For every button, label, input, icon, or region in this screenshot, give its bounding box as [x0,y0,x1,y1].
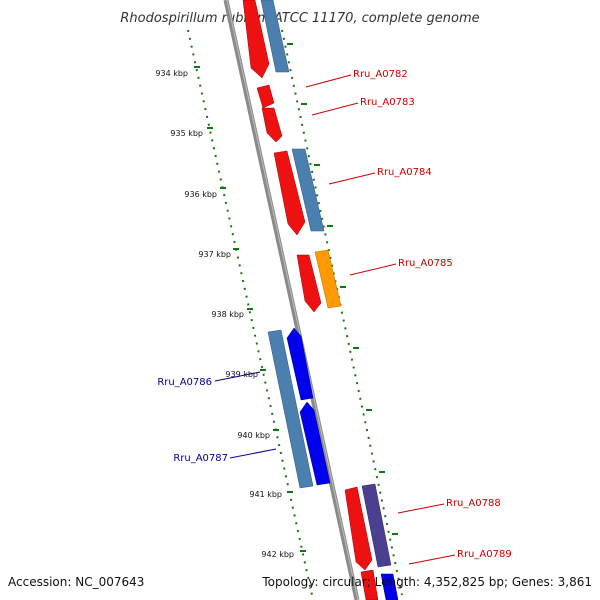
tick-label: 940 kbp [237,431,270,440]
outer-major-ticks [287,43,398,535]
gene-rru-a0789 [360,569,379,600]
genome-backbone [223,0,360,600]
gene-label[interactable]: Rru_A0787 [173,453,228,464]
tick-label: 934 kbp [155,69,188,78]
cds-rru-a0782 [260,0,290,73]
cds-rru-a0784 [291,148,325,232]
accession-text: Accession: NC_007643 [8,575,144,589]
gene-label[interactable]: Rru_A0785 [398,258,453,269]
gene-rru-a0782 [242,0,270,79]
gene-label[interactable]: Rru_A0784 [377,167,432,178]
tick-label: 935 kbp [170,129,203,138]
cds-rru-a0789 [380,573,399,600]
tick-label: 942 kbp [261,550,294,559]
tick-label: 937 kbp [198,250,231,259]
outer-tick-track [281,29,403,596]
topology-text: Topology: circular; Length: 4,352,825 bp… [261,575,592,589]
cds-rru-a0786 [267,329,314,489]
gene-rru-a0788 [344,486,373,571]
tick-label: 936 kbp [184,190,217,199]
tick-label: 938 kbp [211,310,244,319]
gene-rru-a0787 [299,401,331,486]
tick-labels: 934 kbp 935 kbp 936 kbp 937 kbp 938 kbp … [155,69,294,559]
tick-label: 939 kbp [225,370,258,379]
inner-major-ticks [194,66,306,552]
gene-label[interactable]: Rru_A0782 [353,69,408,80]
gene-features [242,0,399,600]
map-title: Rhodospirillum rubrum ATCC 11170, comple… [120,11,479,26]
gene-label[interactable]: Rru_A0788 [446,498,501,509]
gene-labels: Rru_A0782 Rru_A0783 Rru_A0784 Rru_A0785 … [157,69,511,560]
cds-rru-a0785 [314,249,342,309]
gene-label-leaders [214,74,456,565]
gene-rru-a0783 [256,84,275,109]
gene-rru-a0784 [273,150,306,236]
gene-rru-a0783b [261,107,283,143]
cds-rru-a0788 [361,483,392,568]
gene-label[interactable]: Rru_A0783 [360,97,415,108]
tick-label: 941 kbp [249,490,282,499]
gene-label[interactable]: Rru_A0786 [157,377,212,388]
gene-rru-a0786 [286,327,314,401]
gene-label[interactable]: Rru_A0789 [457,549,512,560]
gene-rru-a0785 [296,254,322,313]
inner-tick-track [187,29,313,596]
